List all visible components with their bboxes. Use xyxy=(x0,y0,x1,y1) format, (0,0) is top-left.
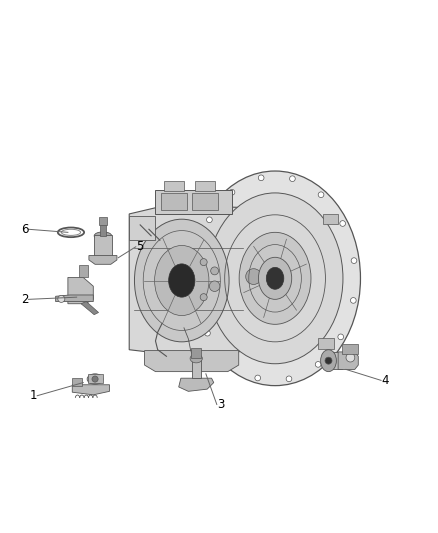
Ellipse shape xyxy=(207,193,343,364)
Circle shape xyxy=(194,253,200,259)
Ellipse shape xyxy=(239,232,311,324)
Circle shape xyxy=(193,293,199,299)
Polygon shape xyxy=(129,205,254,354)
Bar xyxy=(164,181,184,191)
Bar xyxy=(318,338,334,349)
Polygon shape xyxy=(89,255,117,264)
Circle shape xyxy=(286,376,292,382)
Circle shape xyxy=(207,217,212,223)
Circle shape xyxy=(205,330,210,336)
Bar xyxy=(243,260,264,293)
Circle shape xyxy=(229,189,235,195)
Bar xyxy=(155,190,232,214)
Bar xyxy=(79,265,88,278)
Bar xyxy=(161,193,187,209)
Polygon shape xyxy=(68,278,93,304)
Bar xyxy=(100,219,106,236)
Circle shape xyxy=(325,357,332,364)
Ellipse shape xyxy=(258,257,292,300)
Circle shape xyxy=(211,267,219,275)
Text: 1: 1 xyxy=(30,389,37,402)
Circle shape xyxy=(209,281,220,292)
Circle shape xyxy=(346,353,355,362)
Ellipse shape xyxy=(94,232,112,240)
Circle shape xyxy=(255,375,261,381)
Bar xyxy=(88,374,103,383)
Polygon shape xyxy=(145,351,239,372)
Ellipse shape xyxy=(321,350,336,372)
Circle shape xyxy=(246,269,261,285)
Circle shape xyxy=(318,192,324,198)
Bar xyxy=(192,359,201,378)
Bar xyxy=(99,217,107,225)
Text: 3: 3 xyxy=(217,398,224,411)
Bar xyxy=(322,214,338,224)
Bar xyxy=(94,236,112,255)
Circle shape xyxy=(58,295,65,302)
Ellipse shape xyxy=(190,171,360,386)
Bar xyxy=(129,216,155,240)
Text: 4: 4 xyxy=(381,374,389,387)
Bar xyxy=(72,378,82,386)
Bar xyxy=(328,352,342,369)
Ellipse shape xyxy=(266,268,284,289)
Circle shape xyxy=(315,361,321,367)
Polygon shape xyxy=(179,378,214,391)
Text: 6: 6 xyxy=(21,223,28,236)
Circle shape xyxy=(92,376,98,382)
Polygon shape xyxy=(56,295,93,302)
Polygon shape xyxy=(72,385,110,395)
Polygon shape xyxy=(338,352,358,369)
Ellipse shape xyxy=(134,219,229,342)
Ellipse shape xyxy=(155,246,209,316)
Ellipse shape xyxy=(87,374,103,384)
Circle shape xyxy=(200,294,207,301)
Ellipse shape xyxy=(190,354,202,363)
Circle shape xyxy=(290,176,295,182)
Circle shape xyxy=(258,175,264,181)
Polygon shape xyxy=(81,302,99,314)
Circle shape xyxy=(200,259,207,265)
Circle shape xyxy=(340,221,346,227)
Bar xyxy=(195,181,215,191)
Ellipse shape xyxy=(331,353,353,368)
Bar xyxy=(342,344,358,354)
Circle shape xyxy=(350,297,356,303)
Ellipse shape xyxy=(169,264,195,297)
Bar xyxy=(192,193,218,209)
Circle shape xyxy=(338,334,343,340)
Text: 5: 5 xyxy=(136,240,143,253)
Circle shape xyxy=(351,258,357,263)
Text: 2: 2 xyxy=(21,293,28,306)
Circle shape xyxy=(226,359,232,365)
Bar xyxy=(191,348,201,358)
